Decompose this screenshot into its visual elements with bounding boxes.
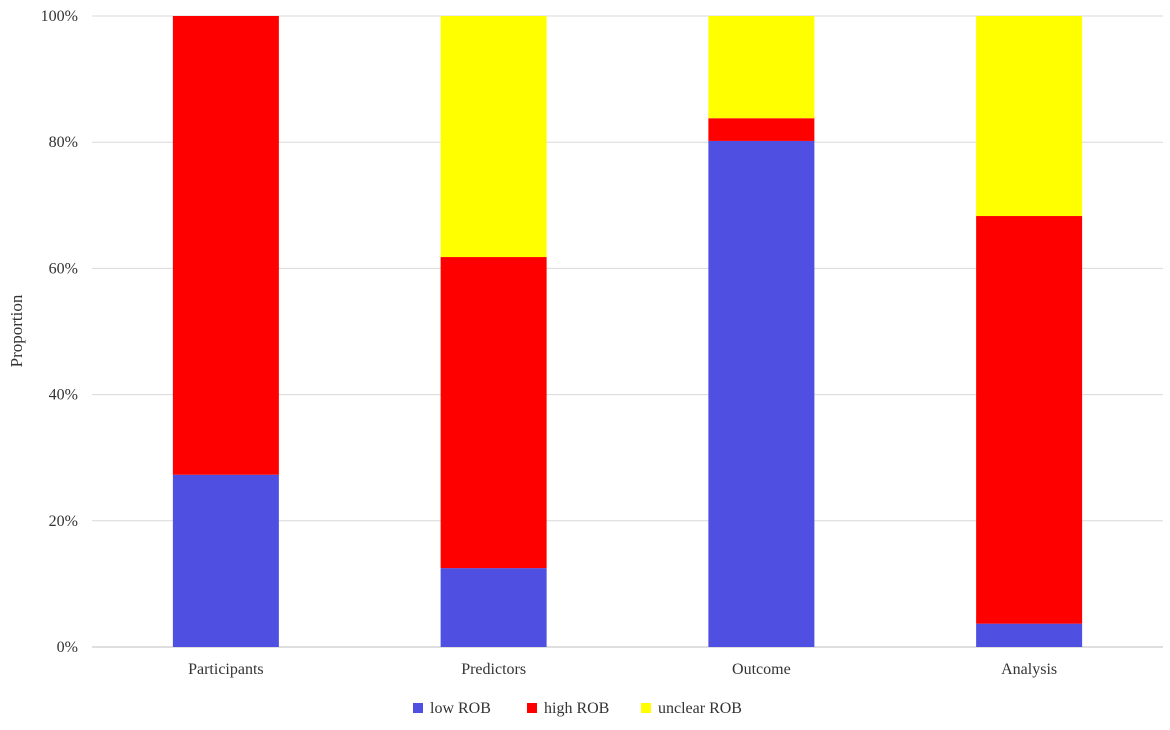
x-category-label: Analysis: [1001, 661, 1057, 678]
bar-segment-high-rob-analysis: [976, 216, 1083, 624]
y-tick-label: 100%: [41, 8, 78, 25]
legend-swatch: [413, 703, 423, 713]
legend-label: low ROB: [430, 700, 491, 717]
x-axis-categories: Participants Predictors Outcome Analysis: [188, 661, 1057, 678]
bar-segment-high-rob-outcome: [708, 118, 815, 141]
legend-label: unclear ROB: [658, 700, 742, 717]
y-tick-label: 0%: [57, 639, 78, 656]
legend-swatch: [527, 703, 537, 713]
y-axis-ticks: 0% 20% 40% 60% 80% 100%: [41, 8, 78, 656]
x-category-label: Participants: [188, 661, 264, 678]
bar-segment-high-rob-participants: [172, 16, 279, 475]
y-axis-label: Proportion: [7, 294, 26, 367]
bar-segment-low-rob-participants: [172, 474, 279, 647]
legend-swatch: [641, 703, 651, 713]
y-tick-label: 60%: [49, 260, 78, 277]
bars: [172, 16, 1083, 648]
bar-segment-unclear-rob-analysis: [976, 16, 1083, 217]
bar-segment-low-rob-analysis: [976, 623, 1083, 647]
x-category-label: Predictors: [461, 661, 526, 678]
bar-segment-unclear-rob-outcome: [708, 16, 815, 119]
x-category-label: Outcome: [732, 661, 791, 678]
y-tick-label: 40%: [49, 387, 78, 404]
bar-segment-low-rob-predictors: [440, 568, 547, 647]
bar-segment-low-rob-outcome: [708, 140, 815, 648]
y-tick-label: 80%: [49, 134, 78, 151]
y-tick-label: 20%: [49, 513, 78, 530]
legend-label: high ROB: [544, 700, 609, 717]
bar-segment-high-rob-predictors: [440, 257, 547, 569]
legend: low ROB high ROB unclear ROB: [413, 700, 742, 717]
bar-segment-unclear-rob-predictors: [440, 16, 547, 258]
